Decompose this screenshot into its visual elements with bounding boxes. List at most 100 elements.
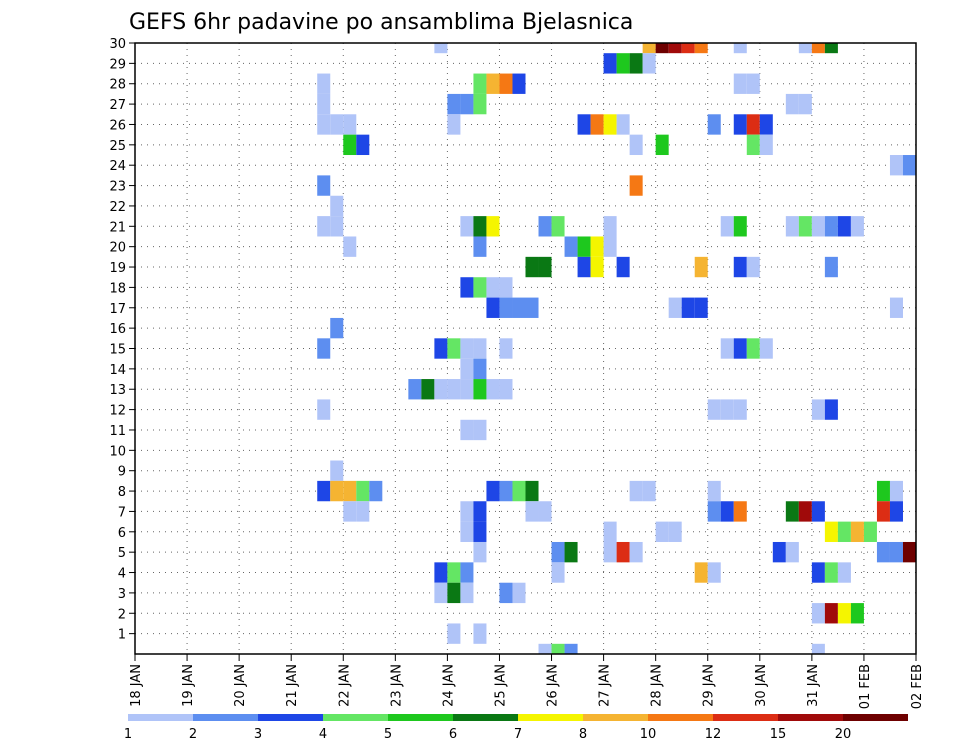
heatmap-cell	[343, 480, 357, 502]
heatmap-cell	[850, 521, 864, 542]
colorbar-label: 2	[189, 727, 197, 742]
heatmap-cell	[733, 338, 747, 359]
x-axis: 18 JAN 19 JAN 20 JAN 21 JAN 22 JAN 23 JAN 24 J…	[129, 654, 925, 709]
heatmap-cell	[447, 582, 461, 604]
heatmap-cell	[460, 277, 474, 298]
heatmap-cell	[889, 541, 903, 563]
heatmap-cell	[499, 582, 513, 604]
heatmap-cell	[824, 256, 838, 278]
y-tick-label: 25	[109, 139, 126, 154]
heatmap-cell	[473, 521, 487, 542]
heatmap-cell	[694, 256, 708, 278]
heatmap-cell	[616, 114, 630, 135]
heatmap-cell	[512, 73, 526, 94]
y-tick-label: 27	[109, 98, 126, 113]
heatmap-cell	[486, 297, 500, 318]
heatmap-cell	[655, 134, 669, 156]
heatmap-cell	[447, 338, 461, 359]
y-tick-label: 13	[109, 383, 126, 398]
heatmap-cell	[330, 216, 344, 237]
heatmap-cell	[460, 501, 474, 522]
heatmap-cell	[733, 501, 747, 522]
heatmap-cell	[798, 216, 812, 237]
x-tick-label: 28 JAN	[650, 664, 665, 707]
y-tick-label: 1	[118, 628, 126, 643]
heatmap-cell	[460, 521, 474, 542]
y-tick-label: 18	[109, 281, 126, 296]
x-tick-label: 26 JAN	[546, 664, 561, 707]
heatmap-cell	[629, 480, 643, 502]
heatmap-cell	[824, 603, 838, 624]
heatmap-cell	[434, 338, 448, 359]
colorbar-label: 7	[514, 727, 522, 742]
heatmap-cell	[707, 399, 721, 420]
heatmap-cell	[720, 399, 734, 420]
x-tick-label: 20 JAN	[233, 664, 248, 707]
colorbar-swatch	[843, 714, 908, 721]
heatmap-cell	[902, 155, 916, 176]
heatmap-cell	[486, 480, 500, 502]
heatmap-cell	[629, 53, 643, 74]
heatmap-cell	[460, 582, 474, 604]
heatmap-cell	[811, 399, 825, 420]
heatmap-cell	[603, 521, 617, 542]
heatmap-cell	[538, 216, 552, 237]
heatmap-cell	[876, 541, 890, 563]
heatmap-cell	[668, 521, 682, 542]
heatmap-cell	[616, 256, 630, 278]
heatmap-cell	[785, 501, 799, 522]
heatmap-cell	[473, 541, 487, 563]
heatmap-cell	[694, 43, 708, 54]
heatmap-cell	[733, 256, 747, 278]
colorbar-swatch	[258, 714, 323, 721]
heatmap-cell	[356, 480, 370, 502]
heatmap-cell	[629, 541, 643, 563]
heatmap-cell	[356, 134, 370, 156]
heatmap-cell	[473, 73, 487, 94]
heatmap-cell	[473, 379, 487, 400]
heatmap-cell	[889, 297, 903, 318]
heatmap-cell	[447, 114, 461, 135]
heatmap-cell	[577, 256, 591, 278]
heatmap-cell	[681, 43, 695, 54]
heatmap-cell	[564, 236, 578, 257]
heatmap-cell	[369, 480, 383, 502]
heatmap-cell	[603, 114, 617, 135]
heatmap-cell	[317, 216, 331, 237]
heatmap-cell	[317, 480, 331, 502]
y-tick-label: 22	[109, 200, 126, 215]
heatmap-cell	[720, 501, 734, 522]
heatmap-cell	[785, 216, 799, 237]
y-tick-label: 17	[109, 302, 126, 317]
heatmap-cell	[499, 297, 513, 318]
heatmap-cell	[590, 256, 604, 278]
y-tick-label: 7	[118, 505, 126, 520]
x-tick-label: 18 JAN	[129, 664, 144, 707]
heatmap-cell	[720, 338, 734, 359]
heatmap-cell	[824, 43, 838, 54]
heatmap-cell	[317, 338, 331, 359]
heatmap-cell	[460, 93, 474, 115]
heatmap-cell	[746, 73, 760, 94]
heatmap-cell	[642, 43, 656, 54]
colorbar-swatch	[323, 714, 388, 721]
heatmap-cell	[317, 114, 331, 135]
heatmap-cell	[616, 53, 630, 74]
heatmap-cell	[746, 114, 760, 135]
heatmap-cell	[512, 480, 526, 502]
heatmap-cell	[512, 582, 526, 604]
heatmap-cell	[447, 562, 461, 583]
x-tick-label: 31 JAN	[806, 664, 821, 707]
x-tick-label: 27 JAN	[598, 664, 613, 707]
heatmap-cell	[642, 53, 656, 74]
heatmap-cell	[681, 297, 695, 318]
colorbar-swatch	[388, 714, 453, 721]
x-tick-label: 23 JAN	[389, 664, 404, 707]
heatmap-cell	[408, 379, 422, 400]
heatmap-cell	[343, 236, 357, 257]
heatmap-cell	[603, 53, 617, 74]
colorbar-swatch	[128, 714, 193, 721]
heatmap-cell	[785, 541, 799, 563]
heatmap-cell	[538, 643, 552, 654]
